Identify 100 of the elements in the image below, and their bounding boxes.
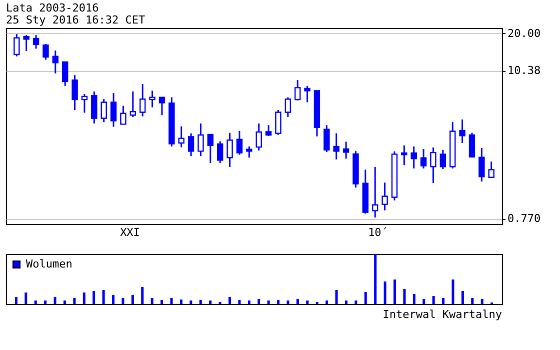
bar (344, 300, 348, 304)
bar (180, 300, 182, 304)
candlestick (468, 132, 476, 158)
bar (131, 295, 134, 304)
bar (442, 298, 445, 304)
bar (364, 292, 367, 304)
bar (82, 292, 86, 304)
bar (258, 299, 260, 304)
candlestick (324, 124, 330, 153)
candlestick (110, 92, 117, 128)
bar (277, 300, 280, 304)
bar (480, 299, 484, 304)
candlestick (139, 83, 146, 118)
bar (73, 298, 76, 304)
candlestick (42, 43, 49, 60)
y-tick-label: 20.00 (508, 26, 541, 40)
candlestick (333, 132, 340, 160)
candlestick (382, 182, 388, 212)
candlestick (226, 132, 233, 168)
bar (150, 298, 154, 304)
bar (286, 300, 290, 304)
candlestick (81, 93, 88, 114)
candlestick (100, 98, 107, 123)
bar (354, 300, 358, 304)
candlestick (430, 146, 436, 184)
bar (34, 300, 37, 304)
candlestick (410, 146, 417, 170)
candlestick (149, 90, 156, 108)
candlestick (216, 140, 224, 164)
y-tick-label: 0.770 (508, 212, 541, 226)
bar (14, 297, 18, 304)
bar (412, 294, 416, 304)
bar (190, 300, 192, 304)
candlestick (72, 74, 78, 111)
candlestick (236, 130, 243, 156)
bar (403, 289, 406, 304)
bar (296, 299, 299, 304)
candlestick (178, 126, 184, 148)
candlestick (342, 140, 350, 160)
candlestick (91, 90, 98, 124)
candlestick (62, 61, 68, 87)
candlestick (23, 34, 30, 52)
candlestick (401, 144, 408, 166)
candlestick (256, 122, 262, 152)
bar (422, 299, 426, 304)
bar (199, 300, 202, 304)
bar (471, 298, 474, 304)
candlestick (294, 79, 301, 102)
text: XXI (120, 226, 140, 239)
bar (432, 296, 435, 304)
bar (24, 292, 28, 304)
candlestick (440, 149, 446, 170)
bar (452, 280, 454, 304)
candlestick (130, 90, 136, 118)
bar (393, 280, 396, 304)
candlestick (32, 34, 40, 50)
bar (54, 297, 56, 304)
bar (44, 300, 47, 304)
candlestick (246, 146, 252, 158)
candlestick (265, 124, 272, 137)
legend-label: Wolumen (26, 258, 72, 270)
candlestick (284, 96, 292, 118)
candlestick (478, 147, 485, 182)
bar (92, 291, 96, 304)
bar (228, 297, 231, 304)
bar (160, 300, 164, 304)
bar (335, 290, 338, 304)
candlestick (52, 50, 59, 74)
candlestick (275, 109, 282, 136)
text: 10´ (368, 226, 388, 239)
bar (170, 298, 173, 304)
candlestick (14, 33, 20, 58)
chart-title: Lata 2003-2016 (6, 1, 99, 14)
bar (306, 300, 309, 304)
bar (209, 300, 212, 304)
bar (102, 290, 105, 304)
y-tick-label: 10.38 (508, 64, 541, 78)
candlestick (158, 96, 166, 116)
bar (326, 300, 328, 304)
text: Interwal Kwartalny (382, 308, 502, 321)
bar (112, 295, 115, 304)
candlestick (459, 118, 466, 144)
bar (248, 300, 250, 304)
bar (141, 287, 144, 304)
candlestick (120, 105, 126, 125)
candlestick (207, 133, 214, 164)
candlestick (372, 166, 378, 218)
candlestick (420, 148, 427, 170)
candlestick (304, 85, 310, 103)
candlestick (198, 122, 204, 157)
bar (238, 300, 241, 304)
candlestick (488, 160, 494, 179)
bar (63, 300, 66, 304)
bar (384, 282, 386, 304)
bar (122, 298, 124, 304)
chart-subtitle: 25 Sty 2016 16:32 CET (6, 13, 146, 26)
bar (374, 254, 377, 304)
bar (461, 291, 464, 304)
bar (267, 300, 270, 304)
candlestick (188, 132, 194, 157)
